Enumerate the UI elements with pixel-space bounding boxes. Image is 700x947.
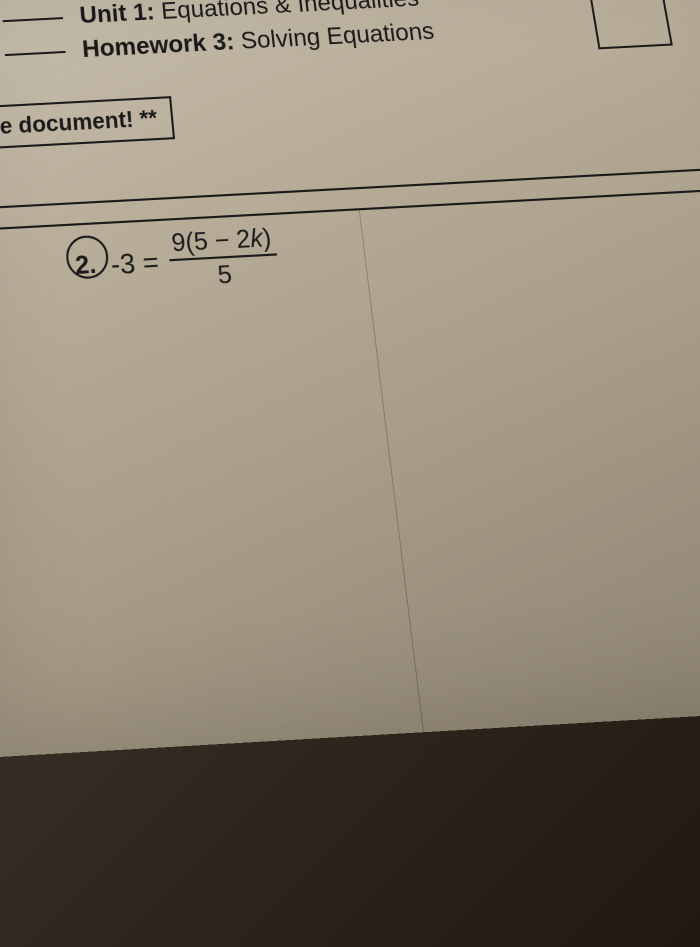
score-box bbox=[587, 0, 673, 49]
page-document-box: -page document! ** bbox=[0, 96, 176, 152]
worksheet-paper: Unit 1: Equations & Inequalities Homewor… bbox=[0, 0, 700, 758]
equation-lhs: -3 = bbox=[110, 245, 160, 281]
column-divider bbox=[358, 210, 446, 919]
problem-row: 2. -3 = 9(5 − 2k) 5 bbox=[0, 186, 700, 566]
homework-title: Solving Equations bbox=[240, 18, 436, 55]
equation: 2. -3 = 9(5 − 2k) 5 bbox=[73, 226, 280, 297]
homework-label: Homework 3: bbox=[81, 28, 235, 63]
blank-line-1 bbox=[3, 17, 63, 22]
numerator-left: 9(5 − 2 bbox=[170, 225, 251, 258]
numerator-right: ) bbox=[261, 224, 272, 253]
problem-number: 2. bbox=[74, 250, 97, 281]
fraction-numerator: 9(5 − 2k) bbox=[166, 226, 277, 262]
equation-fraction: 9(5 − 2k) 5 bbox=[166, 226, 280, 292]
blank-line-2 bbox=[5, 51, 66, 56]
fraction-denominator: 5 bbox=[216, 258, 233, 289]
header-area: Unit 1: Equations & Inequalities Homewor… bbox=[2, 0, 700, 74]
problems-table: 2. -3 = 9(5 − 2k) 5 bbox=[0, 165, 700, 756]
unit-label: Unit 1: bbox=[79, 0, 156, 29]
page-document-text: -page document! ** bbox=[0, 105, 158, 141]
